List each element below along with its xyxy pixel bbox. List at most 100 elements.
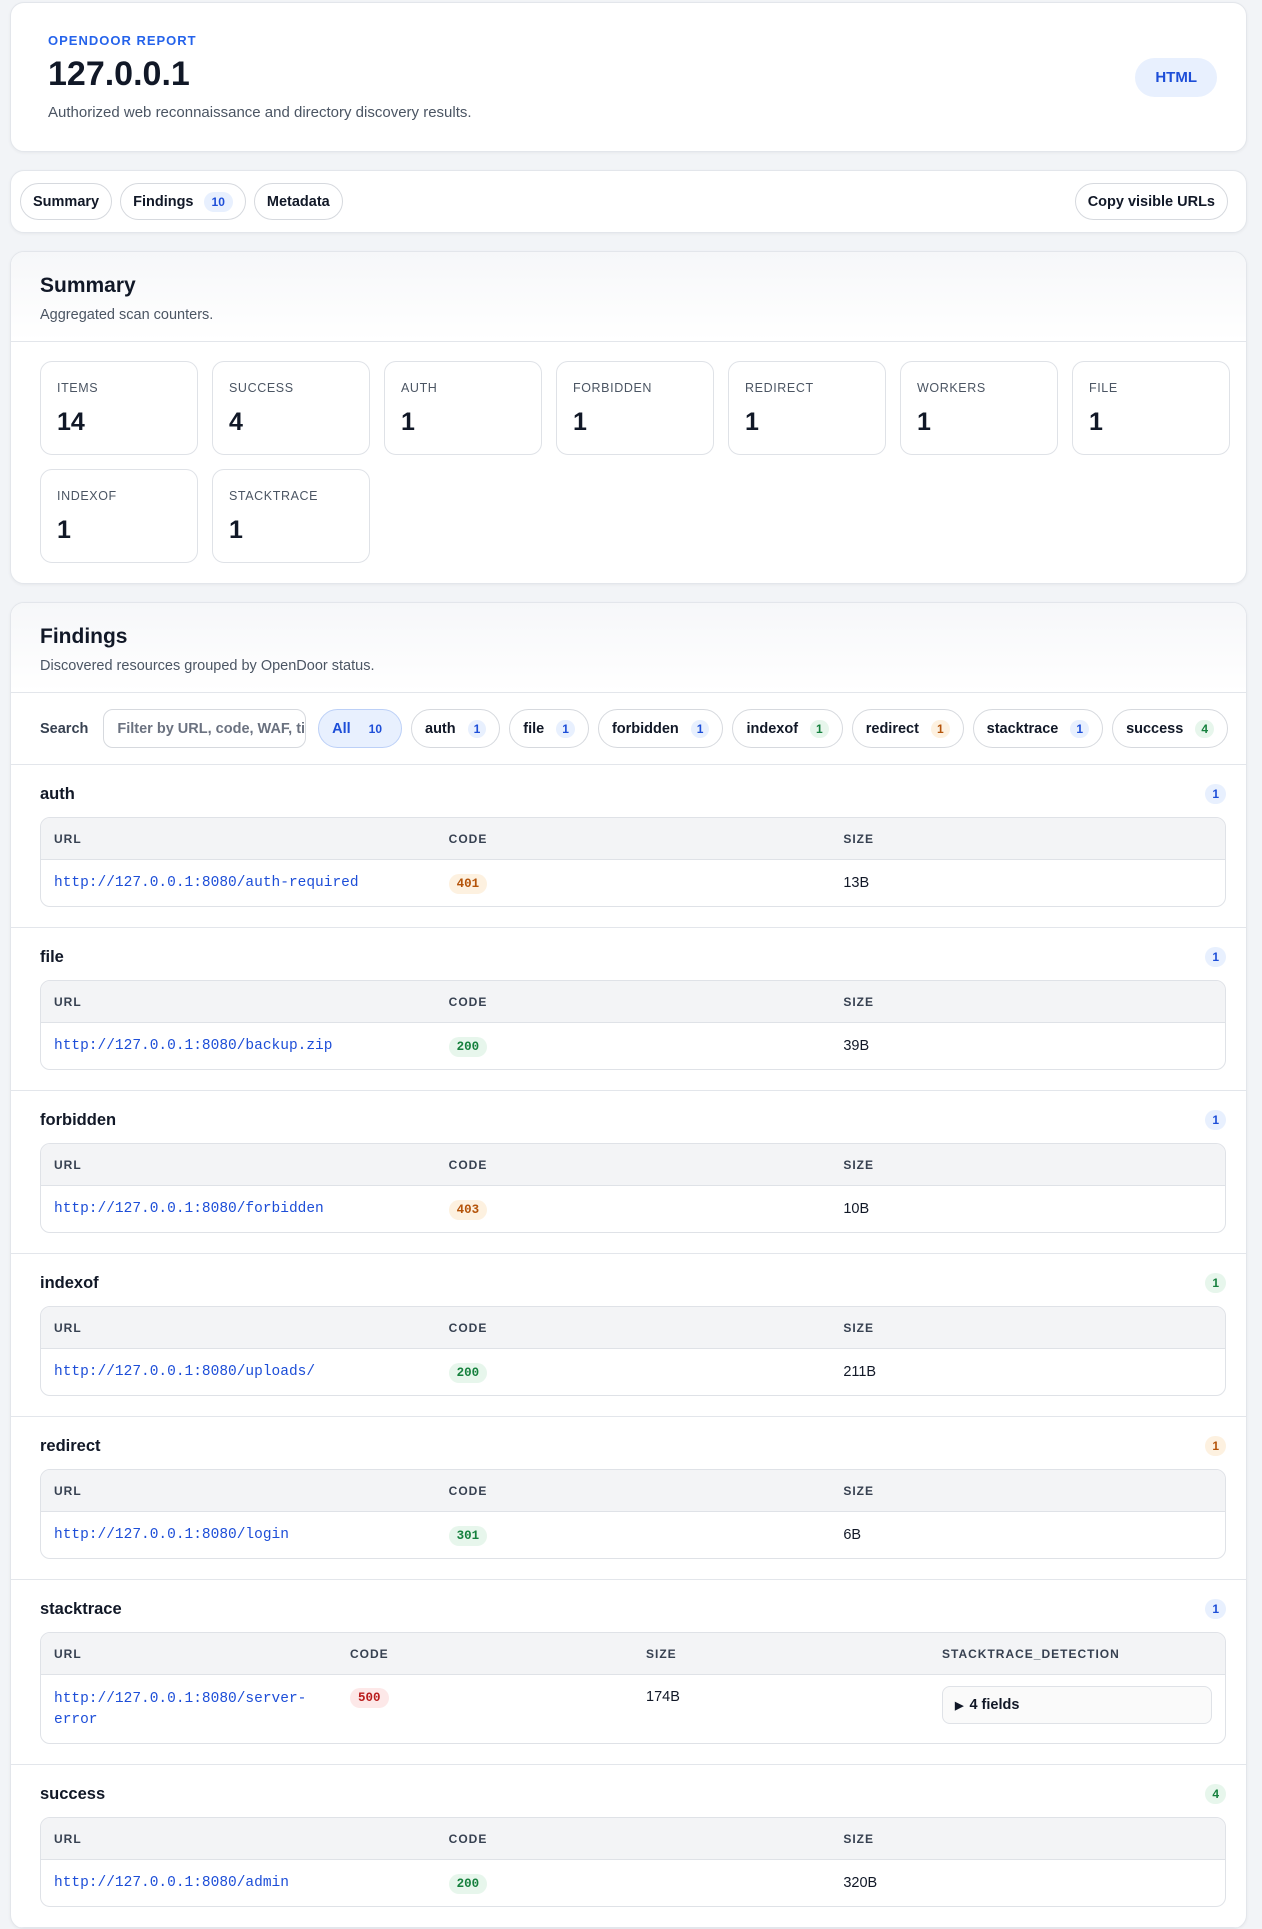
table-head: URL CODE SIZE xyxy=(41,818,1225,860)
filter-chip[interactable]: forbidden 1 xyxy=(597,709,724,748)
column-header: CODE xyxy=(337,1633,633,1675)
finding-row: http://127.0.0.1:8080/auth-required 401 13… xyxy=(41,860,1225,906)
cell: 401 xyxy=(436,860,831,906)
nav-tab[interactable]: Findings 10 xyxy=(120,183,246,220)
group-name: stacktrace xyxy=(40,1599,122,1618)
findings-table: URL CODE SIZE http://127.0.0.1:8080/backup.… xyxy=(40,980,1226,1070)
column-header: CODE xyxy=(435,1470,831,1512)
group-count: 1 xyxy=(1205,1436,1226,1456)
nav-tab[interactable]: Summary xyxy=(20,183,113,220)
url-link[interactable]: http://127.0.0.1:8080/backup.zip xyxy=(54,1037,333,1054)
url-link[interactable]: http://127.0.0.1:8080/admin xyxy=(54,1874,289,1891)
column-header: URL xyxy=(41,1144,436,1186)
chip-label: forbidden xyxy=(611,720,679,737)
cell: http://127.0.0.1:8080/uploads/ xyxy=(41,1349,436,1395)
copy-button[interactable]: Copy visible URLs xyxy=(1074,183,1228,220)
url-link[interactable]: http://127.0.0.1:8080/auth-required xyxy=(54,874,359,891)
group-header: success 4 xyxy=(40,1784,1226,1804)
table-body: http://127.0.0.1:8080/server-error 500 174… xyxy=(41,1675,1225,1743)
filter-chip[interactable]: redirect 1 xyxy=(851,709,964,748)
cell: 211B xyxy=(830,1349,1225,1395)
stat-value: 1 xyxy=(57,516,71,544)
column-header: CODE xyxy=(435,818,831,860)
nav-bar: Summary Findings 10 Metadata Copy visible UR… xyxy=(10,170,1247,233)
stat-card: FILE 1 xyxy=(1072,361,1230,455)
column-header: SIZE xyxy=(830,1144,1225,1186)
group-count: 1 xyxy=(1205,947,1226,967)
section-header: Summary Aggregated scan counters. xyxy=(11,252,1246,342)
column-header: URL xyxy=(41,1818,436,1860)
filter-chip[interactable]: auth 1 xyxy=(411,709,501,748)
stat-value: 1 xyxy=(401,408,415,436)
findings-table: URL CODE SIZE http://127.0.0.1:8080/uploads… xyxy=(40,1306,1226,1396)
cell: 4 fields xyxy=(929,1675,1225,1743)
finding-group: file 1 URL CODE SIZE http://127.0.0.1:8080/ba… xyxy=(11,928,1246,1091)
stat-label: ITEMS xyxy=(57,381,99,395)
cell: 10B xyxy=(830,1186,1225,1232)
status-code: 200 xyxy=(448,1363,488,1383)
column-header: URL xyxy=(41,981,436,1023)
stat-label: REDIRECT xyxy=(745,381,814,395)
size: 211B xyxy=(843,1364,877,1380)
table-body: http://127.0.0.1:8080/auth-required 401 13… xyxy=(41,860,1225,906)
finding-group: indexof 1 URL CODE SIZE http://127.0.0.1:8080… xyxy=(11,1254,1246,1417)
details-toggle[interactable]: 4 fields xyxy=(942,1686,1212,1724)
header-row: URL CODE SIZE xyxy=(41,818,1225,860)
report-subtitle: Authorized web reconnaissance and direct… xyxy=(48,104,472,121)
stat-card: REDIRECT 1 xyxy=(728,361,886,455)
stat-label: AUTH xyxy=(401,381,438,395)
finding-group: auth 1 URL CODE SIZE http://127.0.0.1:8080/au… xyxy=(11,765,1246,928)
tab-label: Summary xyxy=(33,193,100,210)
finding-row: http://127.0.0.1:8080/uploads/200 211B xyxy=(41,1349,1225,1395)
cell: 39B xyxy=(830,1023,1225,1069)
cell: http://127.0.0.1:8080/auth-required xyxy=(41,860,436,906)
status-code: 200 xyxy=(448,1874,488,1894)
finding-group: stacktrace 1 URL CODE SIZE STACKTRACE_DETECTI… xyxy=(11,1580,1246,1765)
status-code: 200 xyxy=(448,1037,488,1057)
group-name: success xyxy=(40,1784,106,1803)
nav-tab[interactable]: Metadata xyxy=(253,183,343,220)
findings-table: URL CODE SIZE http://127.0.0.1:8080/login 30… xyxy=(40,1469,1226,1559)
stat-card: FORBIDDEN 1 xyxy=(556,361,714,455)
filter-chip[interactable]: stacktrace 1 xyxy=(972,709,1104,748)
filter-chip[interactable]: All 10 xyxy=(318,709,402,748)
group-header: stacktrace 1 xyxy=(40,1599,1226,1619)
section-title: Summary xyxy=(40,274,136,297)
url-link[interactable]: http://127.0.0.1:8080/uploads/ xyxy=(54,1363,316,1380)
group-name: forbidden xyxy=(40,1110,117,1129)
chip-count: 1 xyxy=(556,719,575,738)
cell: http://127.0.0.1:8080/admin xyxy=(41,1860,436,1906)
filter-chip[interactable]: indexof 1 xyxy=(732,709,843,748)
cell: http://127.0.0.1:8080/login xyxy=(41,1512,436,1558)
chip-count: 1 xyxy=(810,719,829,738)
table-body: http://127.0.0.1:8080/backup.zip 200 39B xyxy=(41,1023,1225,1069)
chip-label: stacktrace xyxy=(986,720,1059,737)
header-row: URL CODE SIZE xyxy=(41,1818,1225,1860)
findings-table: URL CODE SIZE http://127.0.0.1:8080/auth-re… xyxy=(40,817,1226,907)
group-header: forbidden 1 xyxy=(40,1110,1226,1130)
stat-value: 1 xyxy=(1089,408,1103,436)
url-link[interactable]: http://127.0.0.1:8080/server-error xyxy=(54,1691,307,1728)
cell: 200 xyxy=(436,1023,831,1069)
url-link[interactable]: http://127.0.0.1:8080/forbidden xyxy=(54,1200,324,1217)
search-input[interactable]: Filter by URL, code, WAF, title, headers xyxy=(103,709,307,748)
chip-count: 1 xyxy=(467,719,487,738)
size: 6B xyxy=(843,1527,862,1543)
eyebrow: OPENDOOR REPORT xyxy=(48,33,197,48)
header-row: URL CODE SIZE xyxy=(41,1470,1225,1512)
report: OPENDOOR REPORT 127.0.0.1 Authorized web r… xyxy=(10,2,1247,1929)
column-header: URL xyxy=(41,1633,337,1675)
status-code: 403 xyxy=(448,1200,488,1220)
report-title: 127.0.0.1 xyxy=(48,55,190,93)
findings-section: Findings Discovered resources grouped by … xyxy=(10,602,1247,1929)
column-header: URL xyxy=(41,1307,436,1349)
chip-count: 4 xyxy=(1195,719,1214,738)
chip-label: redirect xyxy=(865,720,919,737)
cell: http://127.0.0.1:8080/backup.zip xyxy=(41,1023,436,1069)
url-link[interactable]: http://127.0.0.1:8080/login xyxy=(54,1526,289,1543)
group-name: auth xyxy=(40,784,75,803)
group-header: indexof 1 xyxy=(40,1273,1226,1293)
filter-chip[interactable]: file 1 xyxy=(509,709,589,748)
filter-chip[interactable]: success 4 xyxy=(1112,709,1228,748)
